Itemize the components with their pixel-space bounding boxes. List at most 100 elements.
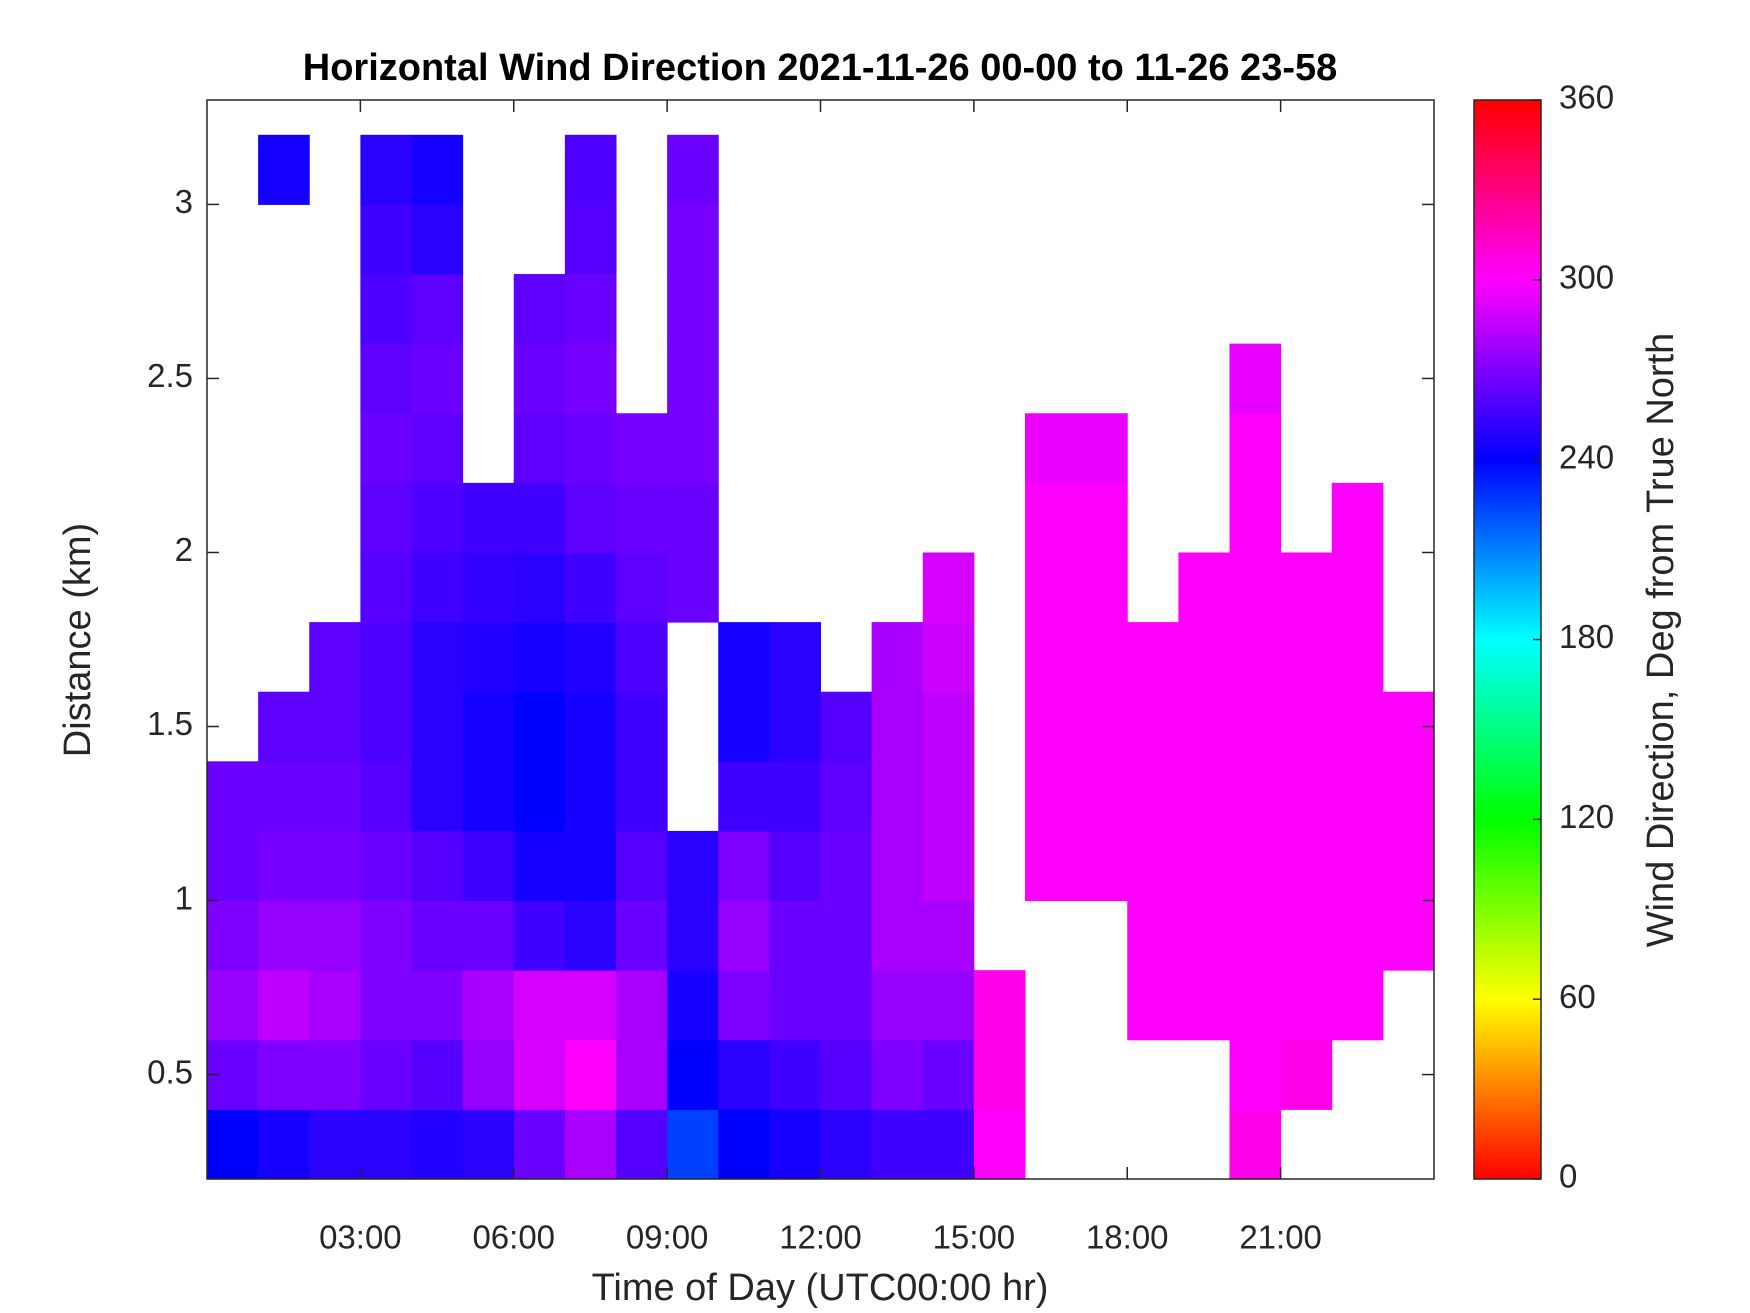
heat-cell	[769, 1109, 821, 1180]
heat-cell	[462, 830, 515, 902]
heat-cell	[1025, 691, 1077, 762]
heat-cell	[462, 622, 515, 693]
heat-cell	[1229, 482, 1282, 553]
heat-cell	[667, 970, 719, 1041]
heat-cell	[1076, 761, 1128, 832]
heat-cell	[769, 830, 821, 902]
x-tick-label: 18:00	[1086, 1219, 1169, 1256]
heat-cell	[616, 691, 668, 762]
y-tick-label: 1.5	[147, 705, 193, 742]
heat-cell	[513, 413, 566, 484]
heat-cell	[564, 1109, 617, 1180]
heat-cell	[1178, 761, 1230, 832]
heat-cell	[1331, 970, 1384, 1041]
heat-cell	[667, 1109, 719, 1180]
heat-cell	[769, 691, 821, 762]
heat-cell	[667, 830, 719, 902]
heat-cell	[973, 970, 1026, 1041]
heat-cell	[616, 482, 668, 553]
heat-cell	[360, 343, 412, 414]
heat-cell	[616, 761, 668, 832]
heat-cell	[411, 134, 464, 205]
heat-cell	[1229, 1039, 1282, 1110]
heat-cell	[922, 1039, 975, 1110]
heat-cell	[871, 900, 924, 971]
heat-cell	[360, 1109, 412, 1180]
heat-cell	[360, 691, 412, 762]
heat-cell	[616, 1039, 668, 1110]
x-tick-label: 06:00	[472, 1219, 555, 1256]
heat-cell	[309, 830, 361, 902]
heat-cell	[922, 1109, 975, 1180]
heat-cell	[871, 970, 924, 1041]
heat-cell	[513, 830, 566, 902]
y-tick-label: 0.5	[147, 1053, 193, 1090]
heat-cell	[513, 900, 566, 971]
heat-cell	[1178, 900, 1230, 971]
heat-cell	[564, 691, 617, 762]
heat-cell	[360, 900, 412, 971]
heat-cell	[1280, 830, 1333, 902]
heat-cell	[667, 413, 719, 484]
heat-cell	[1127, 622, 1179, 693]
heat-cell	[411, 274, 464, 345]
heat-cell	[922, 970, 975, 1041]
heat-cell	[1229, 900, 1282, 971]
heat-cell	[411, 1109, 464, 1180]
heat-cell	[922, 691, 975, 762]
heat-cell	[564, 274, 617, 345]
heat-cell	[1025, 830, 1077, 902]
heat-cell	[258, 970, 310, 1041]
heat-cell	[820, 691, 873, 762]
heat-cell	[411, 482, 464, 553]
heat-cell	[871, 761, 924, 832]
heat-cell	[1280, 900, 1333, 971]
heat-cell	[871, 1039, 924, 1110]
heat-cell	[1382, 761, 1435, 832]
heat-cell	[1280, 761, 1333, 832]
heat-cell	[564, 900, 617, 971]
heat-cell	[1025, 413, 1077, 484]
colorbar-tick-label: 60	[1559, 978, 1596, 1015]
heat-cell	[1229, 1109, 1282, 1180]
heat-cell	[1229, 970, 1282, 1041]
heat-cell	[820, 970, 873, 1041]
heat-cell	[513, 274, 566, 345]
heat-cell	[513, 552, 566, 623]
heat-cell	[769, 761, 821, 832]
heat-cell	[1331, 622, 1384, 693]
heat-cell	[564, 134, 617, 205]
heat-cell	[360, 204, 412, 275]
heat-cell	[922, 552, 975, 623]
heat-cell	[769, 1039, 821, 1110]
heat-cell	[309, 1109, 361, 1180]
heat-cell	[718, 970, 770, 1041]
heat-cell	[1331, 552, 1384, 623]
heat-cell	[1382, 830, 1435, 902]
colorbar-tick-label: 0	[1559, 1158, 1577, 1195]
heat-cell	[462, 1039, 515, 1110]
heat-cell	[1229, 691, 1282, 762]
heat-cell	[462, 552, 515, 623]
heat-cell	[1178, 970, 1230, 1041]
heat-cell	[1229, 343, 1282, 414]
heat-cell	[718, 1109, 770, 1180]
heat-cell	[411, 622, 464, 693]
heat-cell	[207, 900, 259, 971]
heat-cell	[411, 830, 464, 902]
heat-cell	[411, 761, 464, 832]
heat-cell	[1280, 691, 1333, 762]
heat-cell	[462, 900, 515, 971]
heat-cell	[462, 970, 515, 1041]
heat-cell	[1127, 970, 1179, 1041]
heat-cell	[564, 622, 617, 693]
heat-cell	[564, 482, 617, 553]
heat-cell	[564, 413, 617, 484]
heat-cell	[667, 1039, 719, 1110]
heat-cell	[667, 204, 719, 275]
heat-cell	[973, 1039, 1026, 1110]
heat-cell	[360, 830, 412, 902]
heat-cell	[1127, 761, 1179, 832]
heat-cell	[1025, 761, 1077, 832]
heat-cell	[258, 900, 310, 971]
